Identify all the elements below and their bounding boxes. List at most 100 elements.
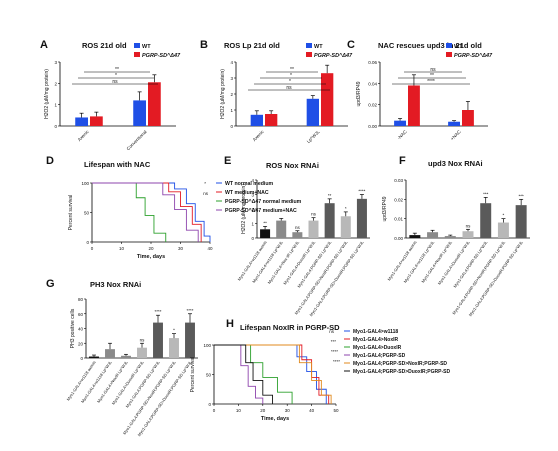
sig-label: **	[263, 220, 267, 225]
sig-label: ****	[358, 189, 365, 194]
y-tick-label: 50	[84, 211, 90, 216]
bar	[324, 203, 335, 238]
y-axis-label: PH3 positive cells	[70, 308, 76, 348]
legend-label: Myo1-GAL4;PGRP-SD>DuoxIR;PGRP-SD	[353, 369, 450, 375]
legend-label: WT	[314, 44, 323, 50]
bar	[497, 222, 509, 238]
y-axis-label: H2O2 (μM/mg protein)	[241, 184, 247, 234]
legend-label: Myo1-GAL4;PGRP-SD	[353, 353, 406, 359]
legend-swatch	[446, 43, 452, 48]
survival-curve	[214, 344, 332, 404]
sig-label: ns	[430, 67, 436, 73]
bar	[169, 338, 179, 358]
y-tick-label: 40	[78, 327, 84, 332]
survival-curve	[214, 344, 264, 404]
y-tick-label: 3	[251, 193, 254, 198]
legend-label: PGRP-SD^Δ47	[142, 53, 181, 59]
y-tick-label: 20	[78, 341, 84, 346]
chart-title: ROS Nox RNAi	[266, 161, 319, 170]
y-tick-label: 0.06	[368, 60, 377, 65]
y-tick-label: 2	[230, 92, 233, 97]
y-tick-label: 3	[54, 60, 57, 65]
legend-label: Myo1-GAL4>NoxIR	[353, 337, 399, 343]
y-tick-label: 100	[81, 181, 89, 186]
y-tick-label: 1	[54, 103, 57, 108]
sig-label: ****	[333, 359, 340, 364]
survival-curve	[92, 182, 202, 242]
bar	[89, 356, 99, 358]
x-tick-label: Myo1-GAL4>w1118 Lp^WJL	[251, 239, 284, 284]
bar	[480, 203, 492, 238]
bar	[356, 198, 367, 238]
y-tick-label: 0	[230, 124, 233, 129]
legend-label: Myo1-GAL4>DuoxIR	[353, 345, 402, 351]
legend-label: WT normal medium	[225, 181, 274, 187]
legend-label: PGRP-SD^Δ47	[454, 53, 493, 59]
x-tick-label: Lp^WJL	[306, 129, 321, 144]
sig-label: *	[289, 79, 291, 85]
bar	[148, 82, 161, 126]
bar	[185, 322, 195, 358]
chart-title: ROS 21d old	[82, 41, 127, 50]
sig-label: ***	[331, 339, 337, 344]
x-tick-label: Myo1-GAL4>w1118 axenic	[65, 360, 96, 402]
y-tick-label: 0	[251, 236, 254, 241]
panel-C: C NAC rescues upd3 in 21d old 0.00 0.02 0.04…	[347, 39, 493, 141]
x-tick-label: 10	[236, 408, 242, 413]
sig-label: *	[503, 213, 505, 218]
bar	[515, 205, 527, 238]
x-axis-label: Time, days	[261, 416, 289, 422]
bar	[276, 220, 287, 238]
survival-curve	[214, 344, 274, 404]
legend-swatch	[306, 43, 312, 48]
legend-label: WT	[142, 44, 151, 50]
sig-label: ns	[295, 225, 301, 230]
panel-B: B ROS Lp 21d old 0 1 2 3 4 H2O2 (μM/mg protein)…	[200, 39, 353, 144]
sig-label: ns	[286, 85, 292, 91]
y-axis-label: Percent survival	[68, 195, 74, 231]
bar	[308, 220, 319, 238]
legend-label: Myo1-GAL4>w1118	[353, 329, 398, 335]
x-tick-label: Myo1-GAL4>NoxIR Lp^WJL	[420, 239, 453, 284]
legend-label: PGRP-SD^Δ47 medium+NAC	[225, 208, 297, 214]
sig-label: ns	[311, 212, 317, 217]
x-tick-label: -NAC	[396, 129, 408, 141]
y-tick-label: 0.04	[368, 81, 377, 86]
x-tick-label: +NAC	[450, 129, 463, 142]
legend-swatch	[306, 52, 312, 57]
y-tick-label: 50	[206, 373, 212, 378]
y-tick-label: 0.00	[368, 124, 377, 129]
bar	[265, 114, 278, 126]
y-tick-label: 2	[54, 81, 57, 86]
y-axis-label: upd3/RP49	[382, 196, 388, 221]
x-tick-label: 10	[119, 246, 125, 251]
x-tick-label: 40	[309, 408, 315, 413]
x-tick-label: 0	[91, 246, 94, 251]
x-tick-label: Myo1-GAL4>NoxIR Lp^WJL	[96, 359, 129, 404]
panel-label: A	[40, 39, 48, 51]
bar	[462, 231, 474, 238]
y-tick-label: 0.02	[394, 197, 403, 202]
y-tick-label: 1	[230, 108, 233, 113]
y-tick-label: 60	[78, 312, 84, 317]
survival-curve	[92, 182, 167, 242]
x-tick-label: Myo1-GAL4>w1118 Lp^WJL	[402, 239, 435, 284]
sig-label: *	[290, 73, 292, 79]
y-tick-label: 0	[80, 356, 83, 361]
y-tick-label: 0.01	[394, 217, 403, 222]
legend-label: PGRP-SD^Δ47 normal medium	[225, 199, 302, 205]
y-tick-label: 100	[203, 343, 211, 348]
bar	[394, 120, 406, 126]
legend-swatch	[134, 43, 140, 48]
bar	[260, 229, 271, 238]
bar	[409, 235, 421, 238]
y-axis-label: H2O2 (μM/mg protein)	[220, 69, 226, 119]
sig-label: **	[290, 67, 294, 73]
survival-curve	[92, 182, 211, 242]
x-tick-label: 20	[260, 408, 266, 413]
y-tick-label: 4	[230, 60, 233, 65]
x-tick-label: Axenic	[77, 129, 91, 143]
sig-label: *	[204, 181, 206, 186]
sig-label: ****	[427, 79, 435, 85]
